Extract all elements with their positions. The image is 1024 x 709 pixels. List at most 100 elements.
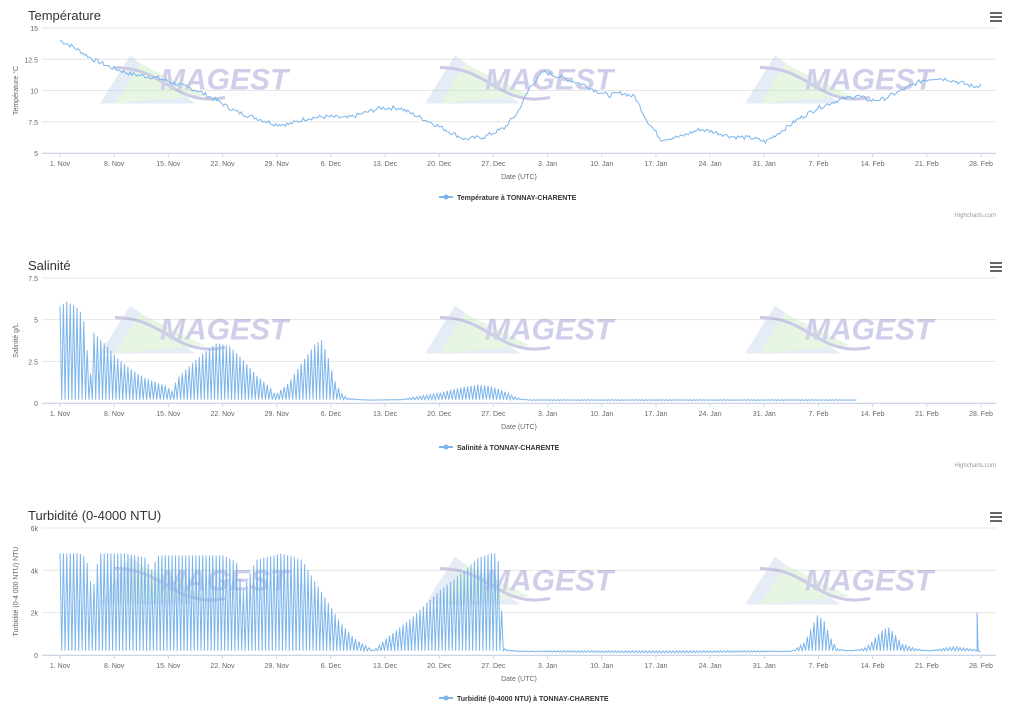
magest-watermark: MAGEST	[100, 55, 291, 104]
x-tick-label: 24. Jan	[699, 161, 722, 168]
x-tick-label: 22. Nov	[210, 411, 235, 418]
watermark-text: MAGEST	[485, 314, 616, 347]
y-axis-title: Salinité g/L	[13, 323, 20, 358]
x-tick-label: 13. Dec	[373, 663, 398, 670]
x-tick-label: 1. Nov	[50, 663, 71, 670]
x-tick-label: 13. Dec	[373, 411, 398, 418]
legend-symbol-marker	[443, 194, 449, 200]
chart-menu-icon[interactable]	[990, 12, 1002, 22]
x-tick-label: 29. Nov	[265, 161, 290, 168]
watermark-text: MAGEST	[485, 565, 616, 598]
x-tick-label: 28. Feb	[969, 161, 993, 168]
x-tick-label: 31. Jan	[753, 161, 776, 168]
watermark-curve	[114, 66, 226, 101]
x-tick-label: 20. Dec	[427, 663, 452, 670]
x-axis-title: Date (UTC)	[501, 676, 537, 683]
magest-watermark: MAGEST	[425, 305, 616, 354]
y-tick-label: 15	[30, 26, 38, 33]
x-tick-label: 17. Jan	[644, 411, 667, 418]
x-tick-label: 17. Jan	[644, 663, 667, 670]
watermark-text: MAGEST	[805, 565, 936, 598]
x-tick-label: 3. Jan	[538, 663, 557, 670]
magest-watermark: MAGEST	[745, 55, 936, 104]
legend-label[interactable]: Salinité à TONNAY-CHARENTE	[457, 445, 560, 452]
x-tick-label: 1. Nov	[50, 411, 71, 418]
x-tick-label: 3. Jan	[538, 161, 557, 168]
x-tick-label: 6. Dec	[321, 161, 342, 168]
magest-watermark: MAGEST	[425, 55, 616, 104]
x-tick-label: 22. Nov	[210, 663, 235, 670]
x-tick-label: 29. Nov	[265, 411, 290, 418]
x-tick-label: 10. Jan	[590, 161, 613, 168]
x-tick-label: 7. Feb	[809, 411, 829, 418]
x-tick-label: 14. Feb	[861, 161, 885, 168]
watermark-curve	[439, 316, 551, 351]
chart-title: Température	[28, 8, 101, 23]
x-tick-label: 3. Jan	[538, 411, 557, 418]
x-tick-label: 15. Nov	[156, 161, 181, 168]
legend-symbol-marker	[443, 695, 449, 701]
chart-menu-icon[interactable]	[990, 512, 1002, 522]
x-tick-label: 8. Nov	[104, 663, 125, 670]
x-tick-label: 20. Dec	[427, 411, 452, 418]
series-line	[59, 301, 857, 402]
legend-label[interactable]: Température à TONNAY-CHARENTE	[457, 195, 577, 202]
x-tick-label: 17. Jan	[644, 161, 667, 168]
x-tick-label: 15. Nov	[156, 663, 181, 670]
watermark-shape	[760, 313, 850, 354]
watermark-triangle	[425, 55, 520, 104]
turbidity-chart-panel: Turbidité (0-4000 NTU) 0 2k 4k 6k 1. Nov 8. N…	[0, 500, 1024, 709]
y-tick-label: 6k	[31, 526, 39, 533]
watermark-text: MAGEST	[160, 314, 291, 347]
salinity-chart-panel: Salinité 0 2.5 5 7.5 1. Nov 8. Nov 15. Nov 22. …	[0, 250, 1024, 480]
x-tick-label: 28. Feb	[969, 411, 993, 418]
y-tick-label: 2k	[31, 611, 39, 618]
watermark-shape	[115, 63, 205, 104]
x-tick-label: 15. Nov	[156, 411, 181, 418]
x-tick-label: 27. Dec	[481, 161, 506, 168]
watermark-triangle	[100, 305, 195, 354]
x-tick-label: 21. Feb	[915, 161, 939, 168]
x-tick-label: 6. Dec	[321, 411, 342, 418]
x-tick-label: 29. Nov	[265, 663, 290, 670]
watermark-triangle	[425, 305, 520, 354]
y-tick-label: 12.5	[24, 57, 38, 64]
watermark-triangle	[100, 55, 195, 104]
chart-menu-icon[interactable]	[990, 262, 1002, 272]
credits-label[interactable]: Highcharts.com	[954, 463, 996, 469]
x-tick-label: 8. Nov	[104, 161, 125, 168]
series-line	[59, 40, 982, 145]
watermark-shape	[440, 313, 530, 354]
magest-watermark: MAGEST	[100, 305, 291, 354]
watermark-triangle	[745, 305, 840, 354]
watermark-triangle	[745, 55, 840, 104]
watermark-shape	[760, 63, 850, 104]
x-tick-label: 31. Jan	[753, 663, 776, 670]
x-tick-label: 24. Jan	[699, 663, 722, 670]
credits-label[interactable]: Highcharts.com	[954, 213, 996, 219]
x-tick-label: 13. Dec	[373, 161, 398, 168]
x-tick-label: 31. Jan	[753, 411, 776, 418]
x-tick-label: 10. Jan	[590, 663, 613, 670]
turbidity-chart: 0 2k 4k 6k 1. Nov 8. Nov 15. Nov 22. Nov 29. Nov…	[13, 526, 996, 704]
y-axis-title: Turbidité (0-4 000 NTU) NTU	[13, 547, 20, 637]
temperature-chart-panel: Température 5 7.5 10 12.5 15 1. Nov 8. Nov 15. …	[0, 0, 1024, 230]
y-tick-label: 0	[34, 401, 38, 408]
y-tick-label: 5	[34, 151, 38, 158]
x-tick-label: 21. Feb	[915, 411, 939, 418]
watermark-curve	[439, 66, 551, 101]
watermark-curve	[759, 567, 871, 602]
x-tick-label: 22. Nov	[210, 161, 235, 168]
legend-item[interactable]: Turbidité (0-4000 NTU) à TONNAY-CHARENTE	[439, 695, 609, 704]
y-tick-label: 7.5	[28, 120, 38, 127]
legend-item[interactable]: Température à TONNAY-CHARENTE	[439, 194, 577, 203]
series-line	[59, 553, 981, 654]
legend-item[interactable]: Salinité à TONNAY-CHARENTE	[439, 444, 560, 453]
y-tick-label: 10	[30, 89, 38, 96]
y-tick-label: 2.5	[28, 359, 38, 366]
watermark-curve	[759, 316, 871, 351]
watermark-triangle	[745, 556, 840, 605]
watermark-shape	[760, 564, 850, 605]
legend-label[interactable]: Turbidité (0-4000 NTU) à TONNAY-CHARENTE	[457, 696, 609, 703]
legend-symbol-marker	[443, 444, 449, 450]
